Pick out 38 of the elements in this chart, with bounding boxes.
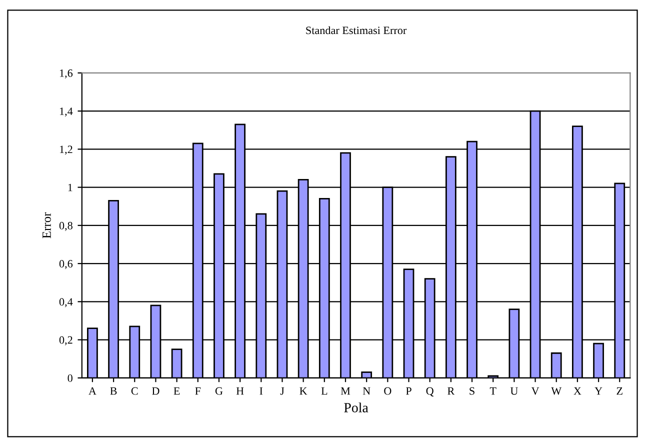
- x-tick-label: E: [174, 387, 180, 395]
- y-tick-label: 0,4: [59, 298, 73, 308]
- x-tick-label: J: [280, 387, 284, 395]
- x-tick-label: A: [88, 387, 96, 395]
- chart-title: Standar Estimasi Error: [306, 26, 407, 34]
- x-axis-title: Pola: [344, 402, 368, 412]
- x-tick-label: Y: [594, 387, 602, 395]
- x-tick-label: V: [531, 387, 540, 395]
- x-tick-label: O: [384, 387, 392, 395]
- x-tick-label: Z: [616, 387, 622, 395]
- x-tick-label: R: [448, 387, 455, 395]
- x-tick-label: I: [260, 387, 263, 395]
- y-tick-label: 0,6: [59, 260, 73, 270]
- x-tick-label: U: [510, 387, 518, 395]
- y-tick-label: 0,2: [59, 336, 72, 346]
- x-tick-label: K: [300, 387, 308, 395]
- y-axis-title: Error: [42, 212, 51, 238]
- y-tick-label: 1: [68, 184, 72, 192]
- x-tick-label: Q: [426, 387, 434, 396]
- x-tick-label: L: [321, 387, 328, 395]
- x-tick-label: W: [551, 387, 562, 395]
- x-tick-label: B: [110, 387, 117, 395]
- x-tick-label: M: [340, 387, 350, 395]
- x-tick-label: D: [152, 387, 160, 395]
- x-tick-label: P: [406, 387, 412, 395]
- x-tick-label: X: [574, 387, 582, 395]
- y-tick-label: 1,4: [60, 108, 73, 117]
- x-tick-label: H: [236, 387, 244, 395]
- x-tick-label: N: [362, 387, 370, 395]
- x-tick-label: S: [470, 387, 474, 395]
- y-tick-label: 1,6: [60, 69, 73, 78]
- x-tick-label: C: [131, 387, 138, 395]
- x-tick-label: T: [490, 387, 496, 395]
- x-tick-label: F: [195, 387, 201, 395]
- y-tick-label: 1,2: [60, 146, 72, 155]
- x-tick-label: G: [215, 387, 223, 395]
- y-tick-label: 0,8: [59, 222, 72, 231]
- y-tick-label: 0: [68, 374, 72, 382]
